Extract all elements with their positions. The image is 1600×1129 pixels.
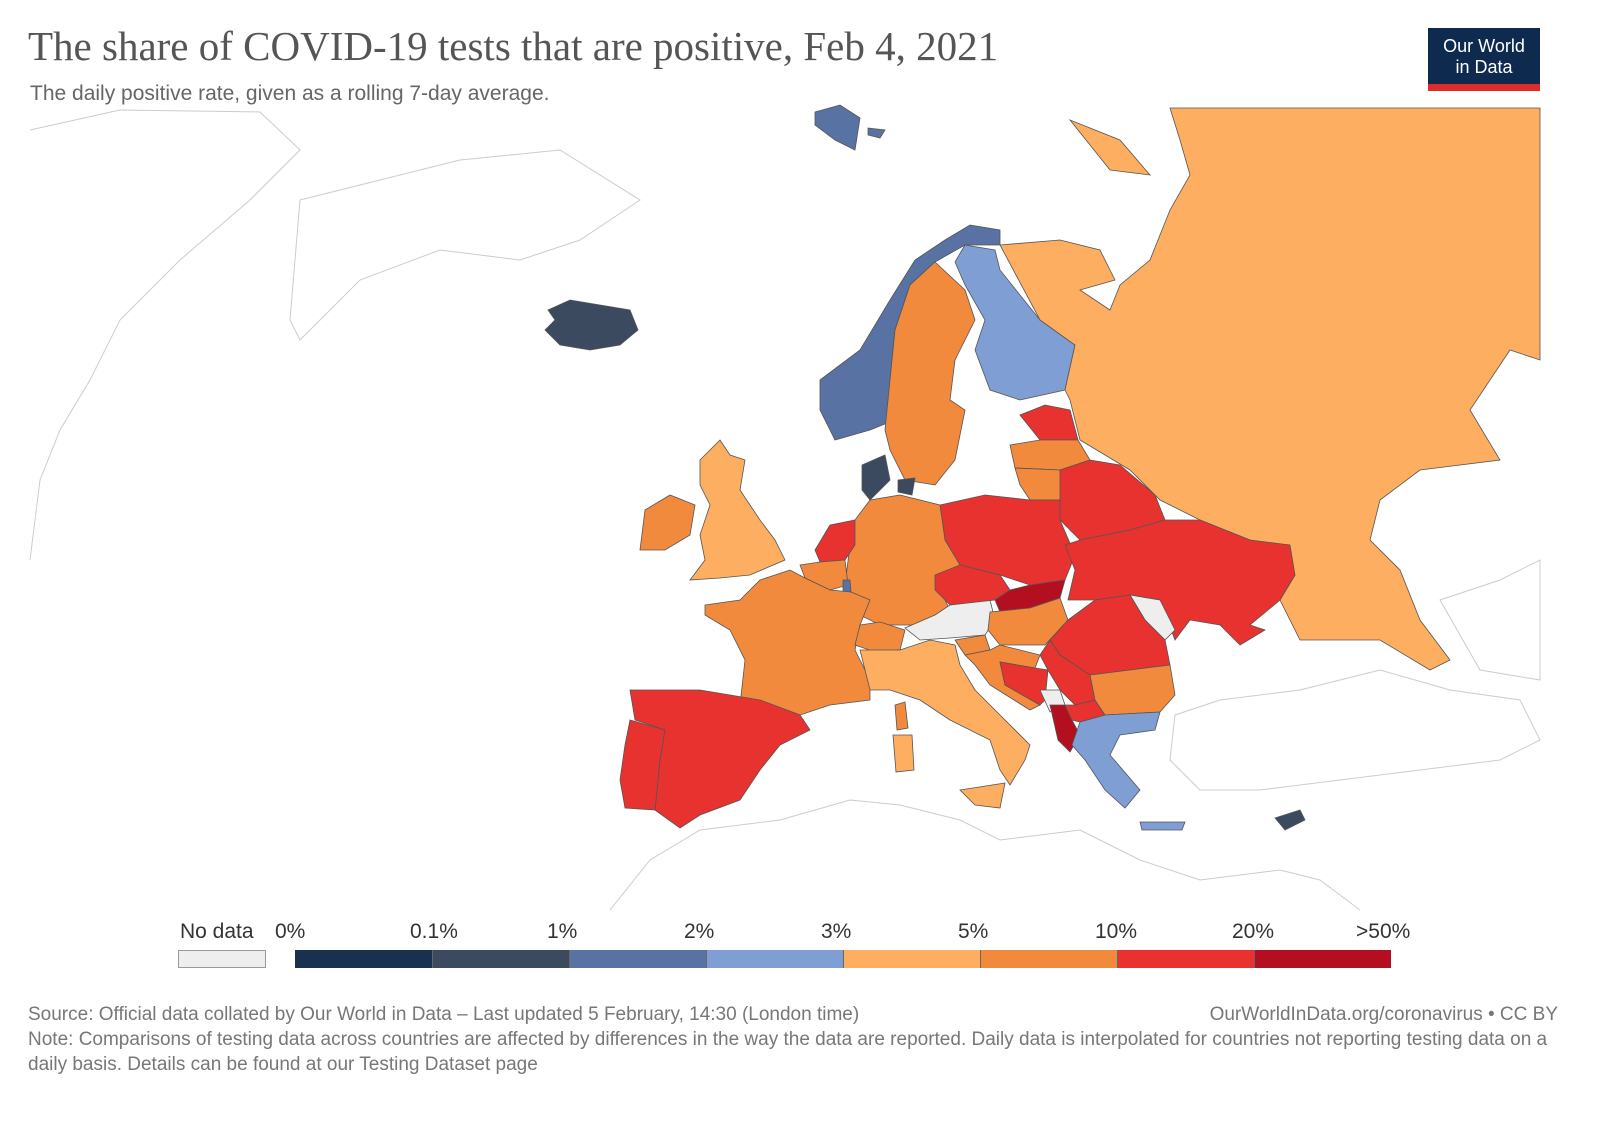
- region-crete[interactable]: [1139, 821, 1186, 831]
- region-norway[interactable]: [819, 224, 1001, 441]
- region-sicily[interactable]: [959, 782, 1006, 809]
- legend-tick-label: 1%: [547, 920, 578, 943]
- legend-no-data-swatch[interactable]: [178, 950, 266, 968]
- source-text: Source: Official data collated by Our Wo…: [28, 1004, 860, 1025]
- region-portugal[interactable]: [619, 719, 666, 811]
- region-svalbard[interactable]: [814, 104, 886, 151]
- region-bulgaria[interactable]: [1089, 664, 1176, 716]
- greenland-east-outline: [289, 149, 641, 341]
- logo-line1: Our World: [1443, 36, 1525, 56]
- greenland-outline: [29, 109, 301, 561]
- region-italy[interactable]: [859, 639, 1031, 786]
- legend-tick-label: 0.1%: [410, 920, 458, 943]
- legend-tick-label: 10%: [1095, 920, 1138, 943]
- region-estonia[interactable]: [1019, 404, 1079, 441]
- region-greece[interactable]: [1071, 711, 1161, 809]
- region-denmark[interactable]: [861, 454, 916, 501]
- owid-logo[interactable]: Our World in Data: [1428, 28, 1540, 91]
- legend-tick-label: >50%: [1356, 920, 1411, 943]
- region-ireland[interactable]: [639, 494, 696, 551]
- legend-tick-label: 0%: [275, 920, 306, 943]
- region-france[interactable]: [704, 569, 871, 716]
- legend-tick-label: 2%: [684, 920, 715, 943]
- legend-bin-1[interactable]: [432, 950, 569, 968]
- legend-tick-label: 20%: [1232, 920, 1275, 943]
- region-luxembourg[interactable]: [842, 579, 852, 593]
- footer: Source: Official data collated by Our Wo…: [28, 1002, 1558, 1077]
- legend-tick-label: 5%: [958, 920, 989, 943]
- north-africa-outline: [609, 799, 1361, 911]
- legend-bin-4[interactable]: [843, 950, 980, 968]
- region-finland[interactable]: [954, 244, 1076, 401]
- legend-bin-6[interactable]: [1117, 950, 1254, 968]
- legend-bin-2[interactable]: [569, 950, 706, 968]
- legend-tick-label: 3%: [821, 920, 852, 943]
- region-iceland[interactable]: [544, 299, 639, 351]
- background-landmasses: [29, 109, 1541, 911]
- legend-no-data-label: No data: [180, 920, 254, 943]
- chart-title: The share of COVID-19 tests that are pos…: [28, 23, 999, 69]
- legend-bin-7[interactable]: [1254, 950, 1391, 968]
- region-cyprus[interactable]: [1274, 809, 1306, 831]
- region-corsica[interactable]: [894, 701, 909, 731]
- region-uk[interactable]: [689, 439, 786, 581]
- source-link[interactable]: OurWorldInData.org/coronavirus • CC BY: [1209, 1004, 1558, 1025]
- chart-subtitle: The daily positive rate, given as a roll…: [30, 82, 550, 105]
- region-russia[interactable]: [999, 107, 1541, 671]
- caucasus-outline: [1439, 559, 1541, 681]
- turkey-middle-east-outline: [1169, 669, 1541, 791]
- legend-bin-0[interactable]: [295, 950, 432, 968]
- note-text: Note: Comparisons of testing data across…: [28, 1029, 1548, 1075]
- legend-bin-3[interactable]: [706, 950, 843, 968]
- region-sardinia[interactable]: [892, 734, 915, 773]
- logo-line2: in Data: [1455, 57, 1513, 77]
- legend-bin-5[interactable]: [980, 950, 1117, 968]
- region-switzerland[interactable]: [854, 621, 906, 653]
